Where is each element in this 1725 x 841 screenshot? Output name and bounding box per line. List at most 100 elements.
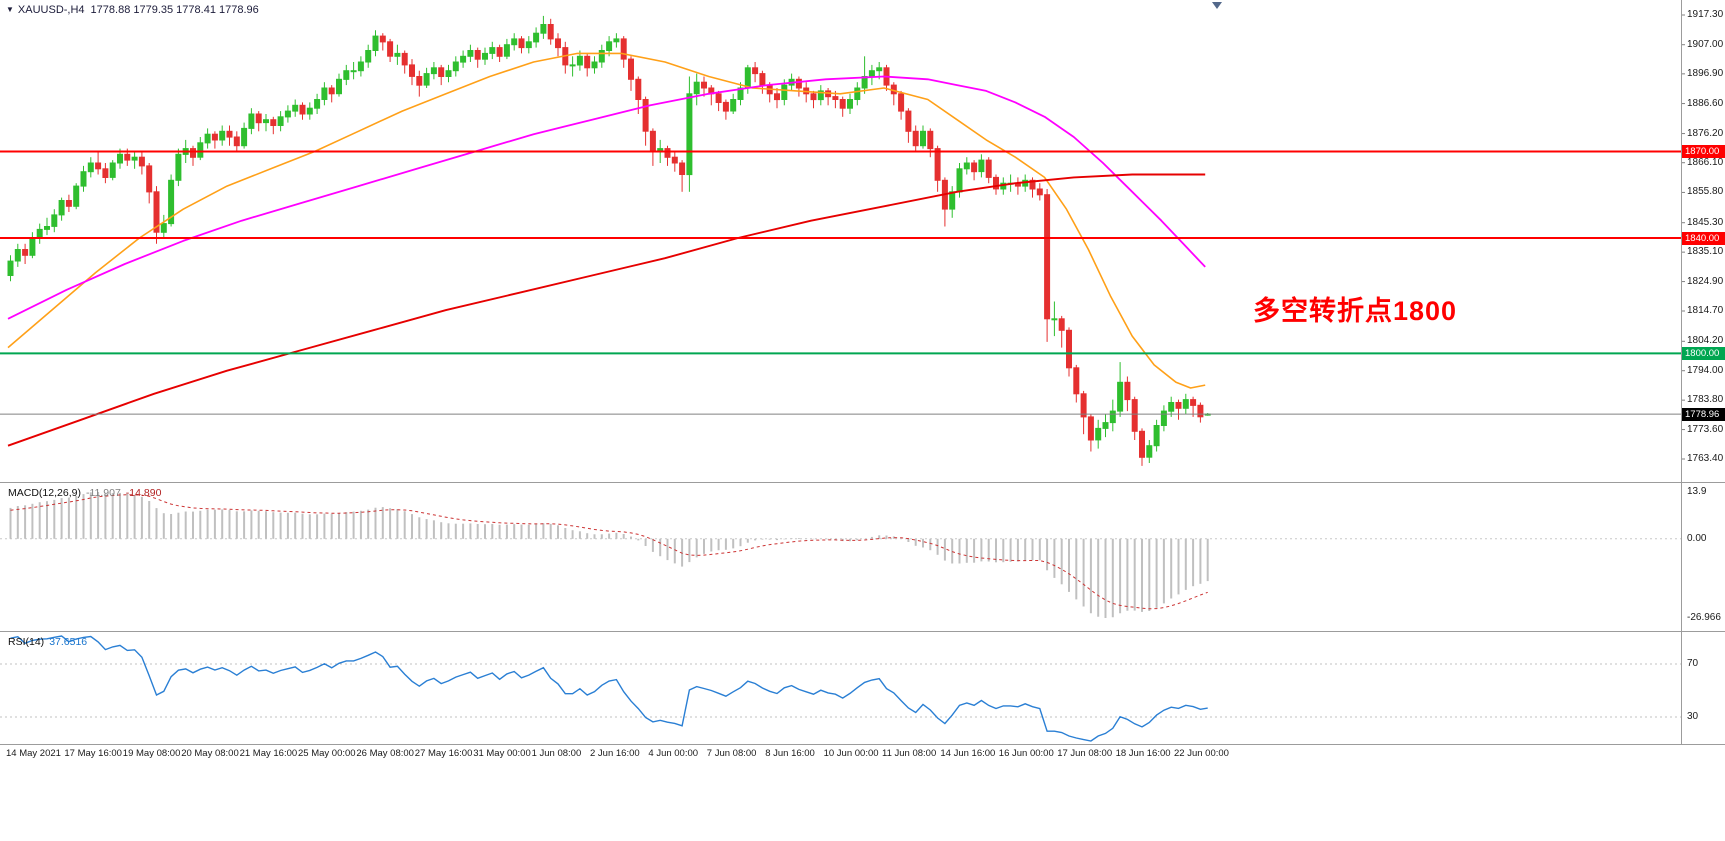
price-axis-label: 1896.90 xyxy=(1687,67,1724,79)
rsi-panel[interactable] xyxy=(0,632,1681,744)
candle xyxy=(263,119,269,124)
rsi-value: 37.6516 xyxy=(49,636,88,648)
candle xyxy=(219,130,226,141)
price-axis-label: 1794.00 xyxy=(1687,364,1724,376)
current-price-badge: 1778.96 xyxy=(1682,407,1725,421)
candle xyxy=(540,24,547,34)
candle xyxy=(44,226,50,230)
candle xyxy=(284,110,291,118)
macd-axis-min-label: -26.966 xyxy=(1687,612,1721,623)
candle xyxy=(190,148,196,158)
candle xyxy=(321,87,328,100)
macd-axis-max-label: 13.9 xyxy=(1687,486,1707,497)
candle xyxy=(993,176,999,190)
candle xyxy=(1197,404,1204,418)
candle xyxy=(482,52,488,60)
time-axis-label: 17 May 16:00 xyxy=(64,748,122,759)
rsi-line xyxy=(10,635,1208,742)
macd-signal-line xyxy=(10,494,1208,610)
candle xyxy=(314,99,321,109)
price-axis[interactable]: 1917.30 1907.00 1896.90 1886.60 1876.20 1866.… xyxy=(1682,0,1725,744)
candle xyxy=(620,38,627,60)
ma-slow-red xyxy=(7,173,1206,447)
candle xyxy=(102,168,109,179)
candle xyxy=(387,41,394,57)
candle xyxy=(80,171,87,187)
candle xyxy=(795,78,802,89)
candle xyxy=(146,165,153,193)
candle xyxy=(598,50,605,63)
candle xyxy=(985,159,992,178)
time-axis-label: 4 Jun 00:00 xyxy=(648,748,699,759)
candle xyxy=(1109,410,1116,424)
macd-panel[interactable] xyxy=(0,483,1681,631)
time-axis-label: 17 Jun 08:00 xyxy=(1057,748,1113,759)
candle xyxy=(613,38,620,43)
candle xyxy=(489,47,496,54)
hline-price-badge-1840[interactable]: 1840.00 xyxy=(1682,231,1725,245)
candle xyxy=(460,55,467,63)
candle xyxy=(467,50,474,57)
candle xyxy=(1182,399,1189,409)
price-axis-label: 1783.80 xyxy=(1687,394,1724,406)
candle xyxy=(14,249,21,262)
candle xyxy=(73,185,80,207)
candle xyxy=(109,162,116,178)
time-axis-label: 16 Jun 00:00 xyxy=(998,748,1054,759)
time-axis-label: 10 Jun 00:00 xyxy=(823,748,879,759)
hline-price-badge-1870[interactable]: 1870.00 xyxy=(1682,144,1725,158)
time-axis-label: 26 May 08:00 xyxy=(356,748,414,759)
symbol-dropdown-icon[interactable]: ▼ xyxy=(6,5,14,14)
candle xyxy=(847,99,853,109)
time-axis-label: 27 May 16:00 xyxy=(414,748,473,759)
candle xyxy=(817,90,824,101)
candle xyxy=(671,156,678,164)
symbol-header: ▼ XAUUSD-,H4 1778.88 1779.35 1778.41 1778.… xyxy=(6,4,259,16)
candle xyxy=(7,260,14,277)
price-axis-label: 1835.10 xyxy=(1687,246,1724,258)
chart-shift-marker-icon[interactable] xyxy=(1212,2,1222,9)
price-axis-label: 1876.20 xyxy=(1687,127,1724,139)
time-axis-label: 8 Jun 16:00 xyxy=(765,748,815,759)
price-axis-label: 1907.00 xyxy=(1687,38,1724,50)
candle xyxy=(1153,425,1160,447)
rsi-level-70-label: 70 xyxy=(1687,658,1699,669)
candle xyxy=(606,41,613,51)
candle xyxy=(722,101,729,112)
candle xyxy=(233,136,240,147)
candle xyxy=(978,159,985,173)
candle xyxy=(693,81,700,95)
candle xyxy=(438,67,445,78)
time-axis[interactable]: 14 May 2021 17 May 16:00 19 May 08:00 20 Ma… xyxy=(0,744,1681,764)
time-axis-label: 2 Jun 16:00 xyxy=(590,748,640,759)
main-chart-panel[interactable] xyxy=(0,0,1681,482)
candle xyxy=(241,127,248,147)
time-axis-label: 11 Jun 08:00 xyxy=(882,748,937,759)
rsi-layer xyxy=(0,635,1681,742)
candle xyxy=(730,99,737,112)
candle xyxy=(270,119,277,126)
candle xyxy=(65,200,72,207)
candle xyxy=(898,93,905,112)
candle xyxy=(248,113,255,129)
candle xyxy=(781,84,788,100)
candle xyxy=(138,156,145,167)
candle xyxy=(774,93,780,101)
candle xyxy=(628,58,634,80)
candle xyxy=(927,130,934,150)
candle xyxy=(1102,422,1109,429)
candle xyxy=(1044,194,1051,320)
hline-price-badge-1800[interactable]: 1800.00 xyxy=(1682,346,1725,360)
horizontal-lines-layer[interactable] xyxy=(0,150,1681,415)
candle xyxy=(452,61,459,72)
candle xyxy=(117,153,123,164)
candle xyxy=(204,133,211,144)
candle xyxy=(839,99,846,109)
time-axis-label: 14 May 2021 xyxy=(6,748,61,759)
candle xyxy=(533,32,540,43)
macd-main-value: -11.907 xyxy=(85,487,121,499)
macd-signal-value: -14.890 xyxy=(125,487,162,499)
candle xyxy=(1124,381,1131,401)
candle xyxy=(409,64,415,77)
